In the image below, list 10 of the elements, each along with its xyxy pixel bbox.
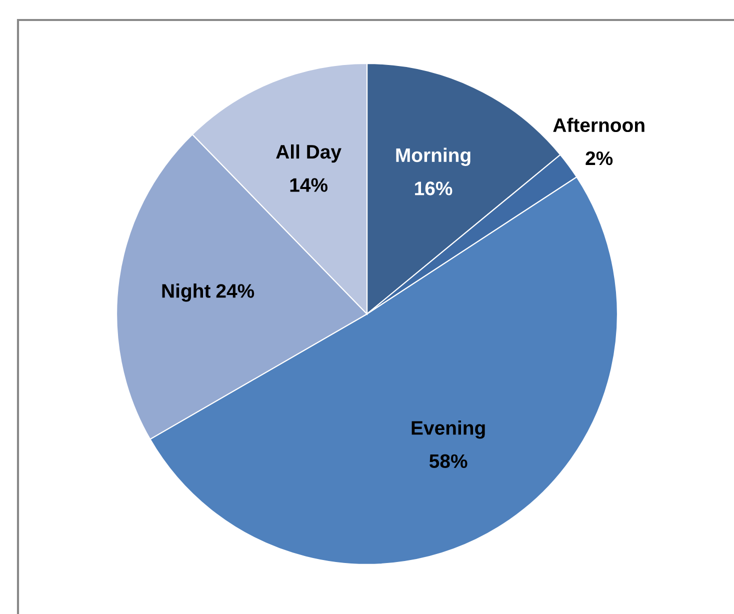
slice-label: All Day (276, 144, 342, 163)
data-label: 58% (429, 454, 468, 468)
slice-label: Afternoon (553, 118, 644, 132)
data-label: 2% (586, 151, 613, 166)
data-label: 24% (216, 284, 254, 298)
slice-label: Evening (412, 420, 485, 439)
slice-label: Night (162, 284, 210, 302)
data-label: 14% (290, 178, 328, 192)
data-label: 16% (415, 182, 452, 196)
slice-label: Morning (396, 148, 470, 166)
